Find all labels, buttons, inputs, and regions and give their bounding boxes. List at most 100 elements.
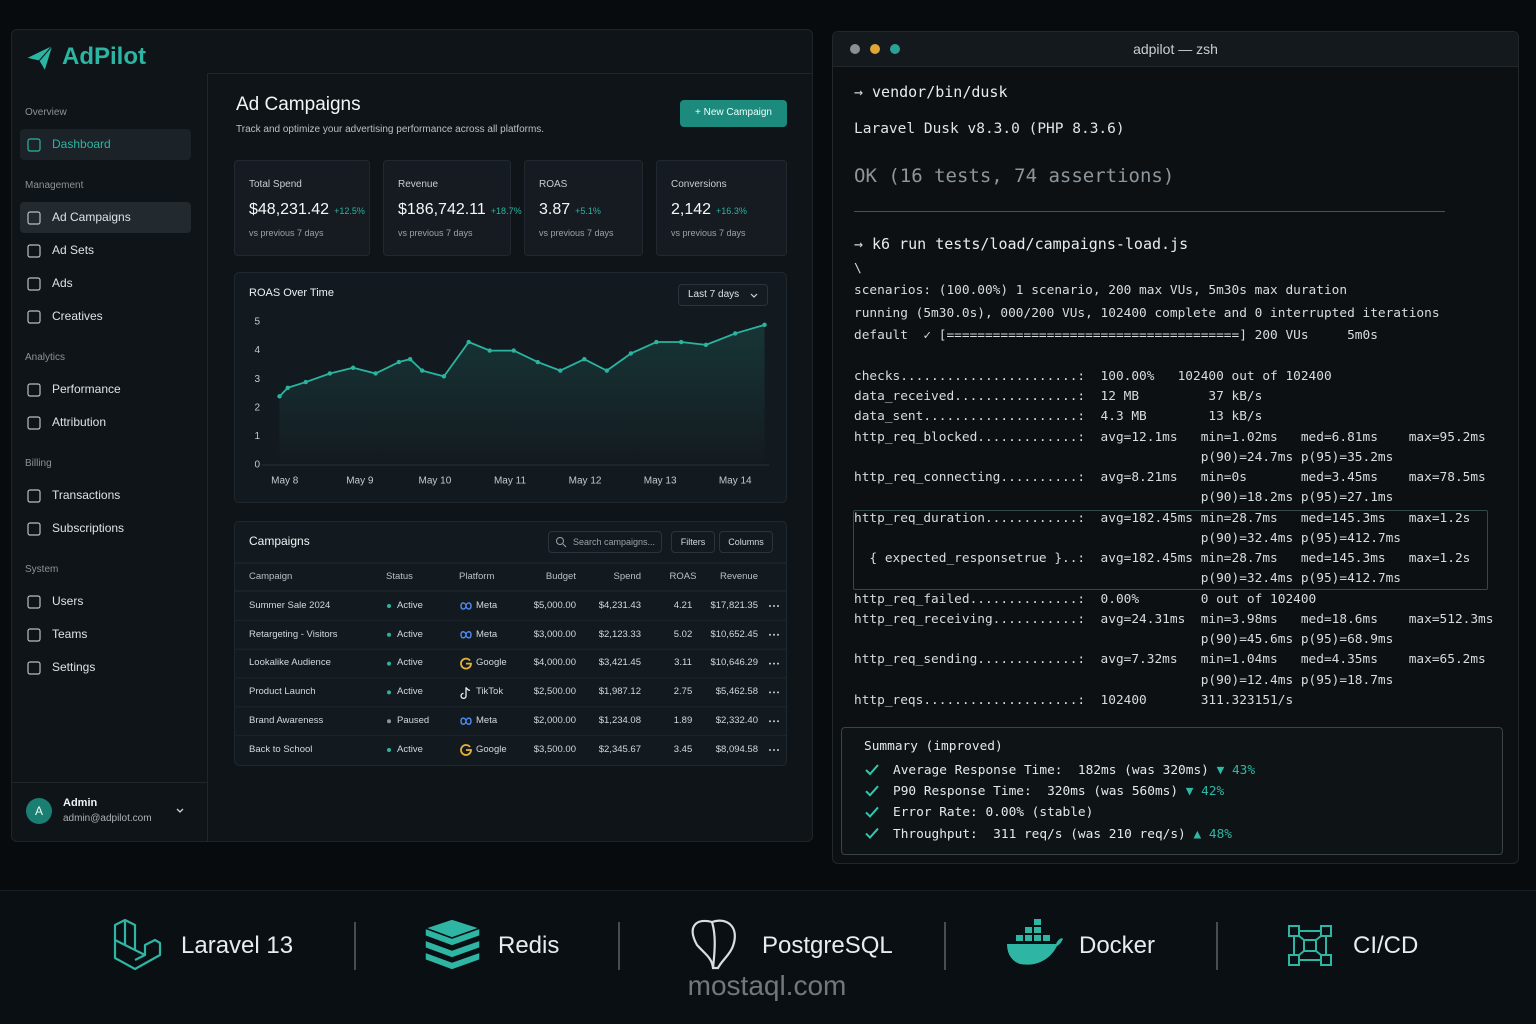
kpi-value: $48,231.42 — [249, 201, 330, 218]
kpi-card — [383, 160, 511, 256]
table-cell: Lookalike Audience — [249, 657, 331, 669]
summary-change: ▲ 48% — [1193, 826, 1232, 842]
kpi-note: vs previous 7 days — [249, 228, 324, 239]
chart-title: ROAS Over Time — [249, 286, 334, 299]
kpi-change: +5.1% — [575, 206, 601, 216]
column-header: Platform — [459, 570, 495, 582]
table-cell: Paused — [397, 714, 430, 726]
nav-item: Creatives — [52, 309, 103, 324]
watermark: mostaql.com — [687, 970, 847, 1001]
nav-item: Teams — [52, 627, 88, 642]
terminal-metric: http_req_sending.............: avg=7.32m… — [854, 652, 1486, 668]
terminal-command: vendor/bin/dusk — [872, 83, 1008, 101]
range-label: Last 7 days — [688, 288, 740, 300]
summary-change: ▼ 43% — [1216, 763, 1256, 778]
stack-label: Laravel 13 — [181, 931, 294, 959]
table-cell: $10,646.29 — [710, 657, 758, 669]
terminal-rule — [854, 211, 1445, 212]
summary-item: Error Rate: 0.00% (stable) — [893, 805, 1093, 820]
user-name: Admin — [63, 796, 98, 809]
table-cell: $2,000.00 — [533, 714, 576, 726]
terminal-window — [832, 31, 1519, 864]
nav-item: Attribution — [52, 415, 107, 430]
kpi-change: +18.7% — [490, 206, 522, 216]
sidebar-divider — [207, 73, 208, 842]
column-header: Revenue — [719, 570, 758, 582]
table-cell: Back to School — [249, 743, 313, 755]
search-box[interactable] — [548, 531, 662, 553]
columns-button[interactable] — [719, 531, 773, 553]
summary-text: Error Rate: 0.00% (stable) — [893, 805, 1094, 821]
user-email: admin@adpilot.com — [63, 812, 152, 824]
terminal-metric: http_req_receiving...........: avg=24.31… — [854, 611, 1494, 627]
new-campaign-button[interactable] — [680, 100, 787, 127]
duration-highlight — [853, 510, 1488, 590]
kpi-value: 2,142 — [671, 201, 712, 218]
table-cell: Active — [397, 599, 423, 611]
table-cell: 5.02 — [673, 628, 693, 640]
kpi-card — [234, 160, 370, 256]
stack-label: Docker — [1079, 931, 1156, 959]
table-cell: $5,000.00 — [533, 599, 576, 611]
kpi-label: Conversions — [671, 178, 727, 190]
nav-item: Transactions — [52, 488, 121, 503]
column-header: Budget — [545, 570, 576, 582]
summary-text: Throughput: 311 req/s (was 210 req/s) — [893, 826, 1186, 842]
terminal-metric: http_req_blocked.............: avg=12.1m… — [854, 429, 1486, 445]
terminal-command: k6 run tests/load/campaigns-load.js — [872, 235, 1189, 253]
nav-item: Users — [52, 594, 84, 609]
table-cell: $3,421.45 — [598, 657, 641, 669]
kpi-note: vs previous 7 days — [398, 228, 473, 239]
summary-item: Average Response Time: 182ms (was 320ms)… — [893, 763, 1255, 778]
table-cell: $2,123.33 — [598, 628, 641, 640]
column-header: ROAS — [669, 570, 697, 582]
table-cell: Meta — [476, 628, 498, 640]
terminal-command-line: → k6 run tests/load/campaigns-load.js — [854, 235, 1188, 253]
table-cell: $1,234.08 — [598, 714, 641, 726]
column-header: Status — [386, 570, 413, 582]
table-cell: Active — [397, 686, 423, 698]
filters-button[interactable] — [671, 531, 715, 553]
table-cell: 3.11 — [674, 657, 692, 669]
section-label: System — [25, 563, 59, 575]
nav-active-bg — [20, 129, 191, 160]
section-label: Overview — [25, 106, 67, 118]
footer-bar — [0, 890, 1536, 1024]
kpi-card — [656, 160, 787, 256]
terminal-title: adpilot — zsh — [1133, 41, 1218, 57]
nav-item: Subscriptions — [52, 521, 125, 536]
header-divider — [207, 73, 813, 74]
terminal-metric: http_req_duration............: avg=182.4… — [854, 510, 1471, 526]
terminal-metric: http_reqs....................: 102400 31… — [854, 692, 1294, 708]
nav-item: Ad Sets — [52, 243, 95, 258]
summary-title: Summary (improved) — [864, 738, 1003, 754]
terminal-prompt: → — [854, 235, 864, 253]
terminal-command-line: → vendor/bin/dusk — [854, 83, 1008, 101]
columns-label: Columns — [728, 537, 764, 547]
summary-text: Average Response Time: 182ms (was 320ms) — [893, 763, 1209, 778]
nav-item: Ad Campaigns — [52, 210, 131, 225]
table-cell: 3.45 — [673, 743, 693, 755]
table-card — [234, 521, 787, 766]
column-header: Campaign — [249, 570, 293, 582]
section-label: Management — [25, 179, 84, 191]
terminal-metric: p(90)=45.6ms p(95)=68.9ms — [854, 632, 1394, 648]
column-header: Spend — [613, 570, 641, 582]
chart-card — [234, 272, 787, 503]
terminal-output: running (5m30.0s), 000/200 VUs, 102400 c… — [854, 305, 1440, 321]
terminal-output: \ — [854, 260, 862, 276]
table-cell: $10,652.45 — [710, 628, 758, 640]
table-cell: $8,094.58 — [715, 743, 758, 755]
summary-item: Throughput: 311 req/s (was 210 req/s) ▲ 4… — [893, 827, 1232, 842]
terminal-metric: data_received................: 12 MB 37 … — [854, 389, 1263, 405]
table-cell: Retargeting - Visitors — [249, 628, 338, 640]
terminal-prompt: → — [854, 83, 864, 101]
kpi-value: $186,742.11 — [398, 201, 486, 218]
table-cell: Meta — [476, 714, 498, 726]
range-dropdown[interactable] — [678, 284, 768, 306]
terminal-metric: p(90)=24.7ms p(95)=35.2ms — [854, 449, 1394, 465]
kpi-value-row: $48,231.42 +12.5% — [249, 201, 365, 219]
page-subtitle: Track and optimize your advertising perf… — [236, 123, 545, 135]
table-cell: $1,987.12 — [598, 686, 641, 698]
